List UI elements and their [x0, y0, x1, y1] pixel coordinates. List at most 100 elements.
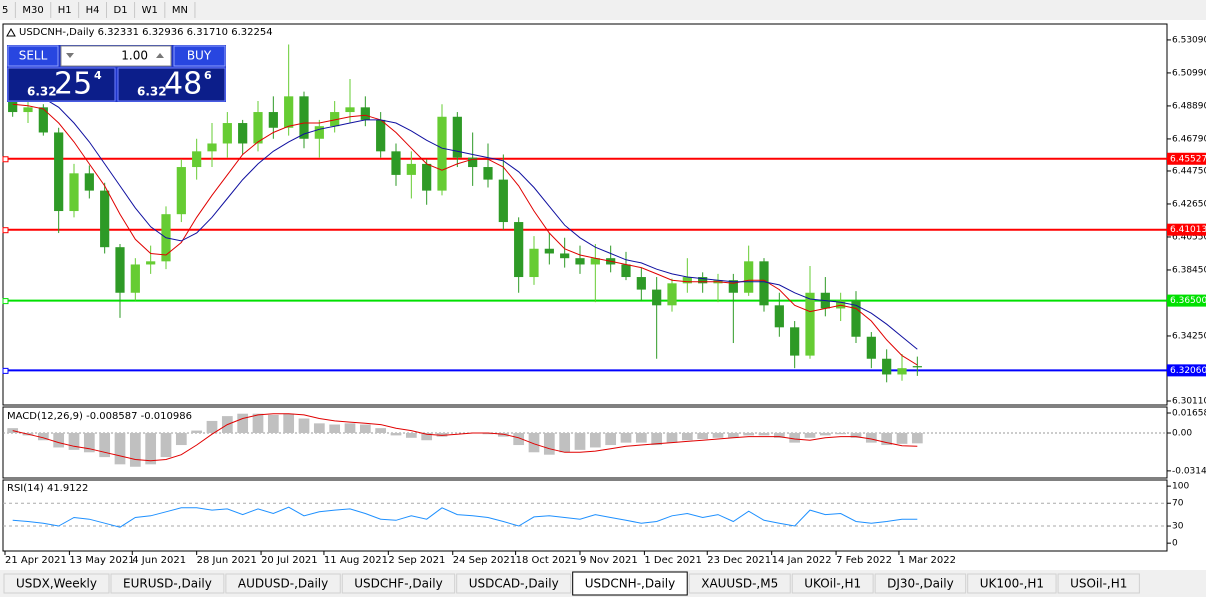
tab-label[interactable]: UKOil-,H1 [804, 577, 861, 591]
tab-label[interactable]: UK100-,H1 [980, 577, 1044, 591]
symbol-tab[interactable]: UK100-,H1 [967, 573, 1057, 594]
level-price-box [1167, 364, 1206, 377]
candle-body [100, 190, 110, 248]
candle-body [253, 112, 263, 144]
y-tick-label: 6.30110 [1172, 397, 1206, 407]
candle-body [866, 336, 876, 359]
lot-down[interactable] [66, 53, 74, 58]
tab-label[interactable]: USDCNH-,Daily [585, 577, 676, 591]
macd-bar [835, 432, 847, 435]
lot-field[interactable] [60, 45, 172, 67]
tab-background [572, 571, 688, 596]
timeframe-button[interactable]: H4 [86, 5, 100, 16]
candle-body [391, 151, 401, 175]
macd-bar [7, 428, 19, 433]
candle-body [422, 163, 432, 191]
macd-bar [697, 432, 709, 440]
macd-bar [298, 418, 310, 433]
timeframe-button[interactable]: D1 [114, 5, 128, 16]
level-price-label: 6.32060 [1170, 366, 1206, 376]
level-handle [2, 156, 9, 163]
candle-body [805, 292, 815, 356]
sell-button[interactable] [7, 45, 59, 67]
candle-body [560, 253, 570, 259]
timeframe-button[interactable]: W1 [142, 5, 158, 16]
bid-fraction: 4 [94, 69, 102, 82]
symbol-tab[interactable]: UKOil-,H1 [791, 573, 874, 594]
macd-bar [758, 432, 770, 436]
ask-big-figure: 6.32 [137, 85, 167, 99]
symbol-tab[interactable]: USDCHF-,Daily [341, 573, 456, 594]
sell-label[interactable]: SELL [19, 49, 48, 63]
ask-box[interactable] [117, 67, 226, 102]
macd-bar [574, 432, 586, 450]
macd-bar [421, 432, 433, 441]
macd-bar [727, 432, 739, 438]
bid-box[interactable] [7, 67, 116, 102]
macd-bar [329, 424, 341, 433]
x-tick-label: 9 Nov 2021 [580, 555, 638, 566]
buy-button[interactable] [173, 45, 226, 67]
macd-bar [375, 428, 387, 433]
tab-label[interactable]: EURUSD-,Daily [123, 577, 212, 591]
tab-label[interactable]: AUDUSD-,Daily [238, 577, 328, 591]
tab-label[interactable]: USOil-,H1 [1070, 577, 1127, 591]
timeframe-button[interactable]: MN [172, 5, 188, 16]
y-tick-label: 6.50990 [1172, 68, 1206, 78]
y-tick-label: 6.34250 [1172, 331, 1206, 341]
candle-body [698, 277, 708, 284]
symbol-tab[interactable]: AUDUSD-,Daily [225, 573, 341, 594]
ask-pips: 48 [164, 67, 202, 102]
tab-background [967, 573, 1057, 594]
lot-value[interactable]: 1.00 [121, 49, 148, 63]
macd-bar [344, 423, 356, 433]
lot-up[interactable] [156, 53, 164, 58]
symbol-icon [6, 27, 16, 37]
level-price-label: 6.36500 [1170, 296, 1206, 306]
tab-label[interactable]: USDX,Weekly [16, 577, 97, 591]
macd-bar [252, 413, 264, 433]
tab-background [225, 573, 341, 594]
indicator-title: USDCNH-,Daily 6.32331 6.32936 6.31710 6.… [19, 27, 273, 38]
candle-body [575, 258, 585, 265]
candle-body [912, 366, 922, 368]
macd-bar [881, 432, 893, 446]
toolbar [0, 0, 1206, 20]
symbol-tab[interactable]: USDCAD-,Daily [456, 573, 572, 594]
candle-body [299, 96, 309, 139]
tab-label[interactable]: USDCHF-,Daily [354, 577, 442, 591]
x-tick-label: 7 Feb 2022 [836, 555, 892, 566]
macd-bar [743, 432, 755, 436]
moving-average [12, 88, 918, 350]
macd-bar [635, 432, 647, 443]
timeframe-button[interactable]: 5 [2, 5, 8, 16]
tab-label[interactable]: DJ30-,Daily [887, 577, 954, 591]
macd-bar [865, 432, 877, 443]
symbol-tab[interactable]: XAUUSD-,M5 [688, 573, 791, 594]
timeframe-button[interactable]: H1 [58, 5, 72, 16]
symbol-tab[interactable]: EURUSD-,Daily [110, 573, 225, 594]
x-tick-label: 23 Dec 2021 [707, 555, 771, 566]
candle-body [667, 283, 677, 306]
candle-body [38, 107, 48, 133]
y-tick-label: 70 [1172, 499, 1184, 509]
symbol-tab[interactable]: DJ30-,Daily [874, 573, 967, 594]
buy-label[interactable]: BUY [187, 49, 212, 63]
symbol-tab[interactable]: USDX,Weekly [3, 573, 110, 594]
macd-bar [405, 432, 417, 438]
y-tick-label: 30 [1172, 522, 1184, 532]
macd-bar [819, 432, 831, 436]
tab-label[interactable]: USDCAD-,Daily [469, 577, 559, 591]
candle-body [130, 264, 140, 293]
y-tick-label: 0.00 [1172, 428, 1192, 438]
symbol-tab[interactable]: USDCNH-,Daily [572, 571, 688, 596]
indicator-title: MACD(12,26,9) -0.008587 -0.010986 [7, 411, 192, 422]
ask-fraction: 6 [204, 69, 212, 82]
tab-label[interactable]: XAUUSD-,M5 [701, 577, 778, 591]
y-tick-label: 6.44750 [1172, 166, 1206, 176]
timeframe-button[interactable]: M30 [22, 5, 43, 16]
level-handle [2, 367, 9, 374]
symbol-tab[interactable]: USOil-,H1 [1057, 573, 1140, 594]
y-tick-label: 6.40550 [1172, 232, 1206, 242]
